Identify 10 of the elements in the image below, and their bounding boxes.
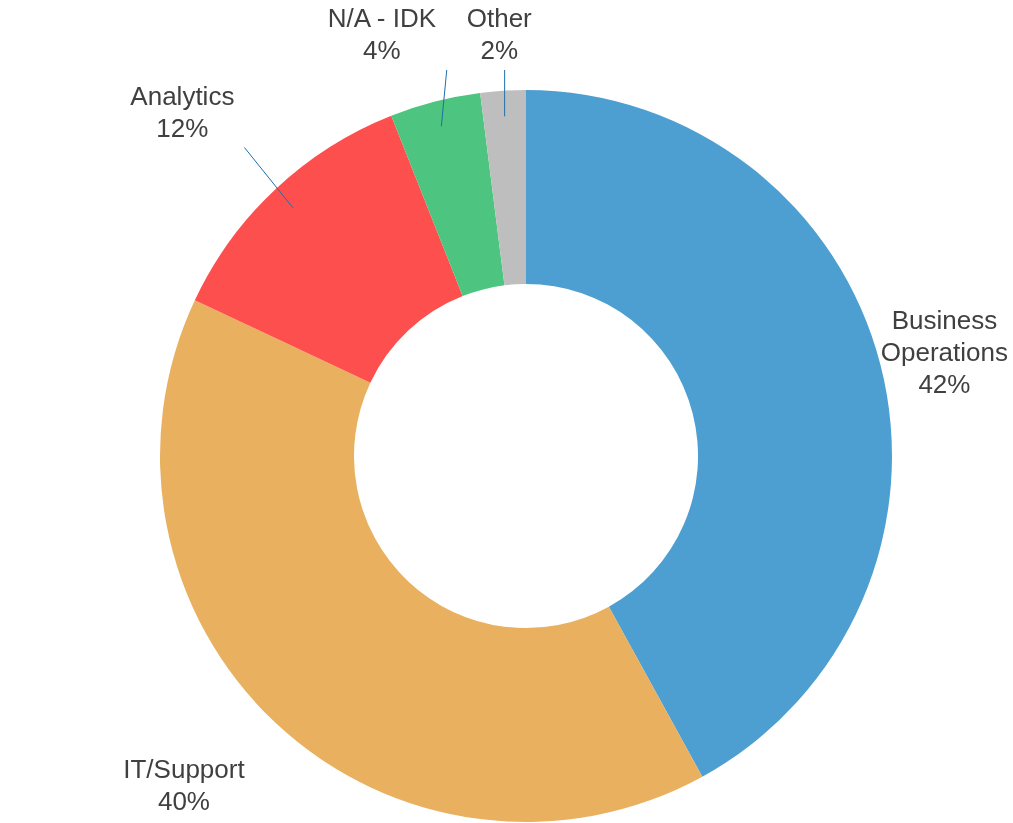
data-label: 4%: [363, 35, 401, 66]
data-label: 42%: [918, 368, 971, 399]
slice-label: Business Operations: [880, 304, 1008, 367]
data-label: 40%: [157, 786, 210, 817]
slice-label: N/A - IDK: [327, 3, 437, 34]
data-label: 12%: [156, 112, 209, 143]
data-label: 2%: [480, 35, 519, 66]
slice-label: IT/Support: [123, 754, 246, 785]
slice-label: Analytics: [130, 80, 235, 111]
slice-label: Other: [466, 3, 533, 34]
